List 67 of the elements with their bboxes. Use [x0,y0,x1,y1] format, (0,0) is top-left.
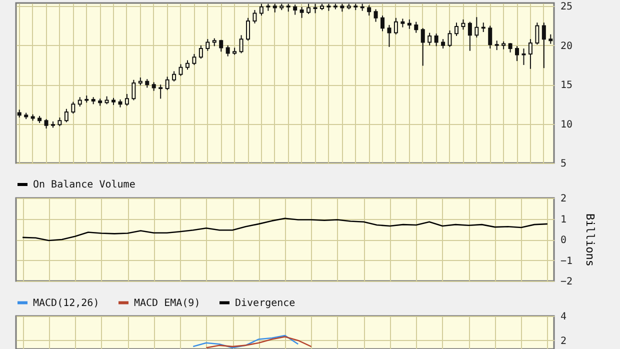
candlestick [508,42,512,53]
candlestick [158,84,163,100]
candlestick [494,40,499,51]
candlestick [428,32,432,46]
candlestick [192,53,196,66]
y-tick-label: 15 [560,80,573,92]
legend-label: MACD EMA(9) [134,298,200,309]
candlestick [293,4,298,16]
line-series [22,218,548,242]
candlestick [185,60,190,70]
y-tick-label: 25 [560,2,573,13]
candlestick [367,4,372,16]
legend-label: Divergence [235,298,296,309]
candlestick [252,10,257,24]
candlestick [132,79,136,101]
candlestick [407,18,412,30]
line-series [206,336,312,348]
candlestick [239,34,244,54]
candlestick [468,21,472,52]
y-tick-label: 2 [560,336,567,347]
candlestick [44,118,48,129]
candlestick [226,44,230,57]
y-tick-label: 20 [560,40,573,52]
legend-label: MACD(12,26) [33,298,100,309]
candlestick [165,76,170,91]
y-tick-label: 0 [560,235,567,246]
candlestick [522,48,526,66]
y-tick-label: 2 [560,194,567,204]
candlestick [313,3,318,14]
candlestick [434,33,438,47]
candlestick [474,16,479,38]
y-tick-label: −1 [560,256,573,267]
y-tick-label: −2 [560,276,573,288]
candlestick [461,18,466,30]
candlestick [387,24,392,48]
candlestick [380,15,385,32]
candlestick [515,46,520,62]
candlestick [535,22,540,46]
candlestick [542,22,546,69]
candlestick [300,6,304,18]
candlestick [246,17,250,42]
y-axis-title: Billions [584,214,597,266]
y-tick-label: 5 [560,158,567,170]
candlestick [124,93,129,106]
candlestick [481,22,486,33]
candlestick [374,8,378,22]
candlestick [528,38,532,70]
line-series [192,334,299,348]
legend-label: On Balance Volume [33,180,136,190]
candlestick [414,21,418,34]
candlestick [178,64,183,76]
candlestick [394,17,398,35]
candlestick [206,38,210,52]
candlestick [420,28,425,66]
candlestick [172,70,176,82]
candlestick [548,34,553,44]
candlestick [71,101,76,114]
candlestick [488,25,492,49]
candlestick [198,44,203,60]
y-tick-label: 4 [560,312,567,322]
y-tick-label: 10 [560,119,573,130]
y-tick-label: 1 [560,214,567,226]
candlestick [454,22,458,36]
candlestick [448,30,452,48]
candlestick [441,38,446,49]
candlestick [64,108,68,123]
candlestick [78,96,82,108]
